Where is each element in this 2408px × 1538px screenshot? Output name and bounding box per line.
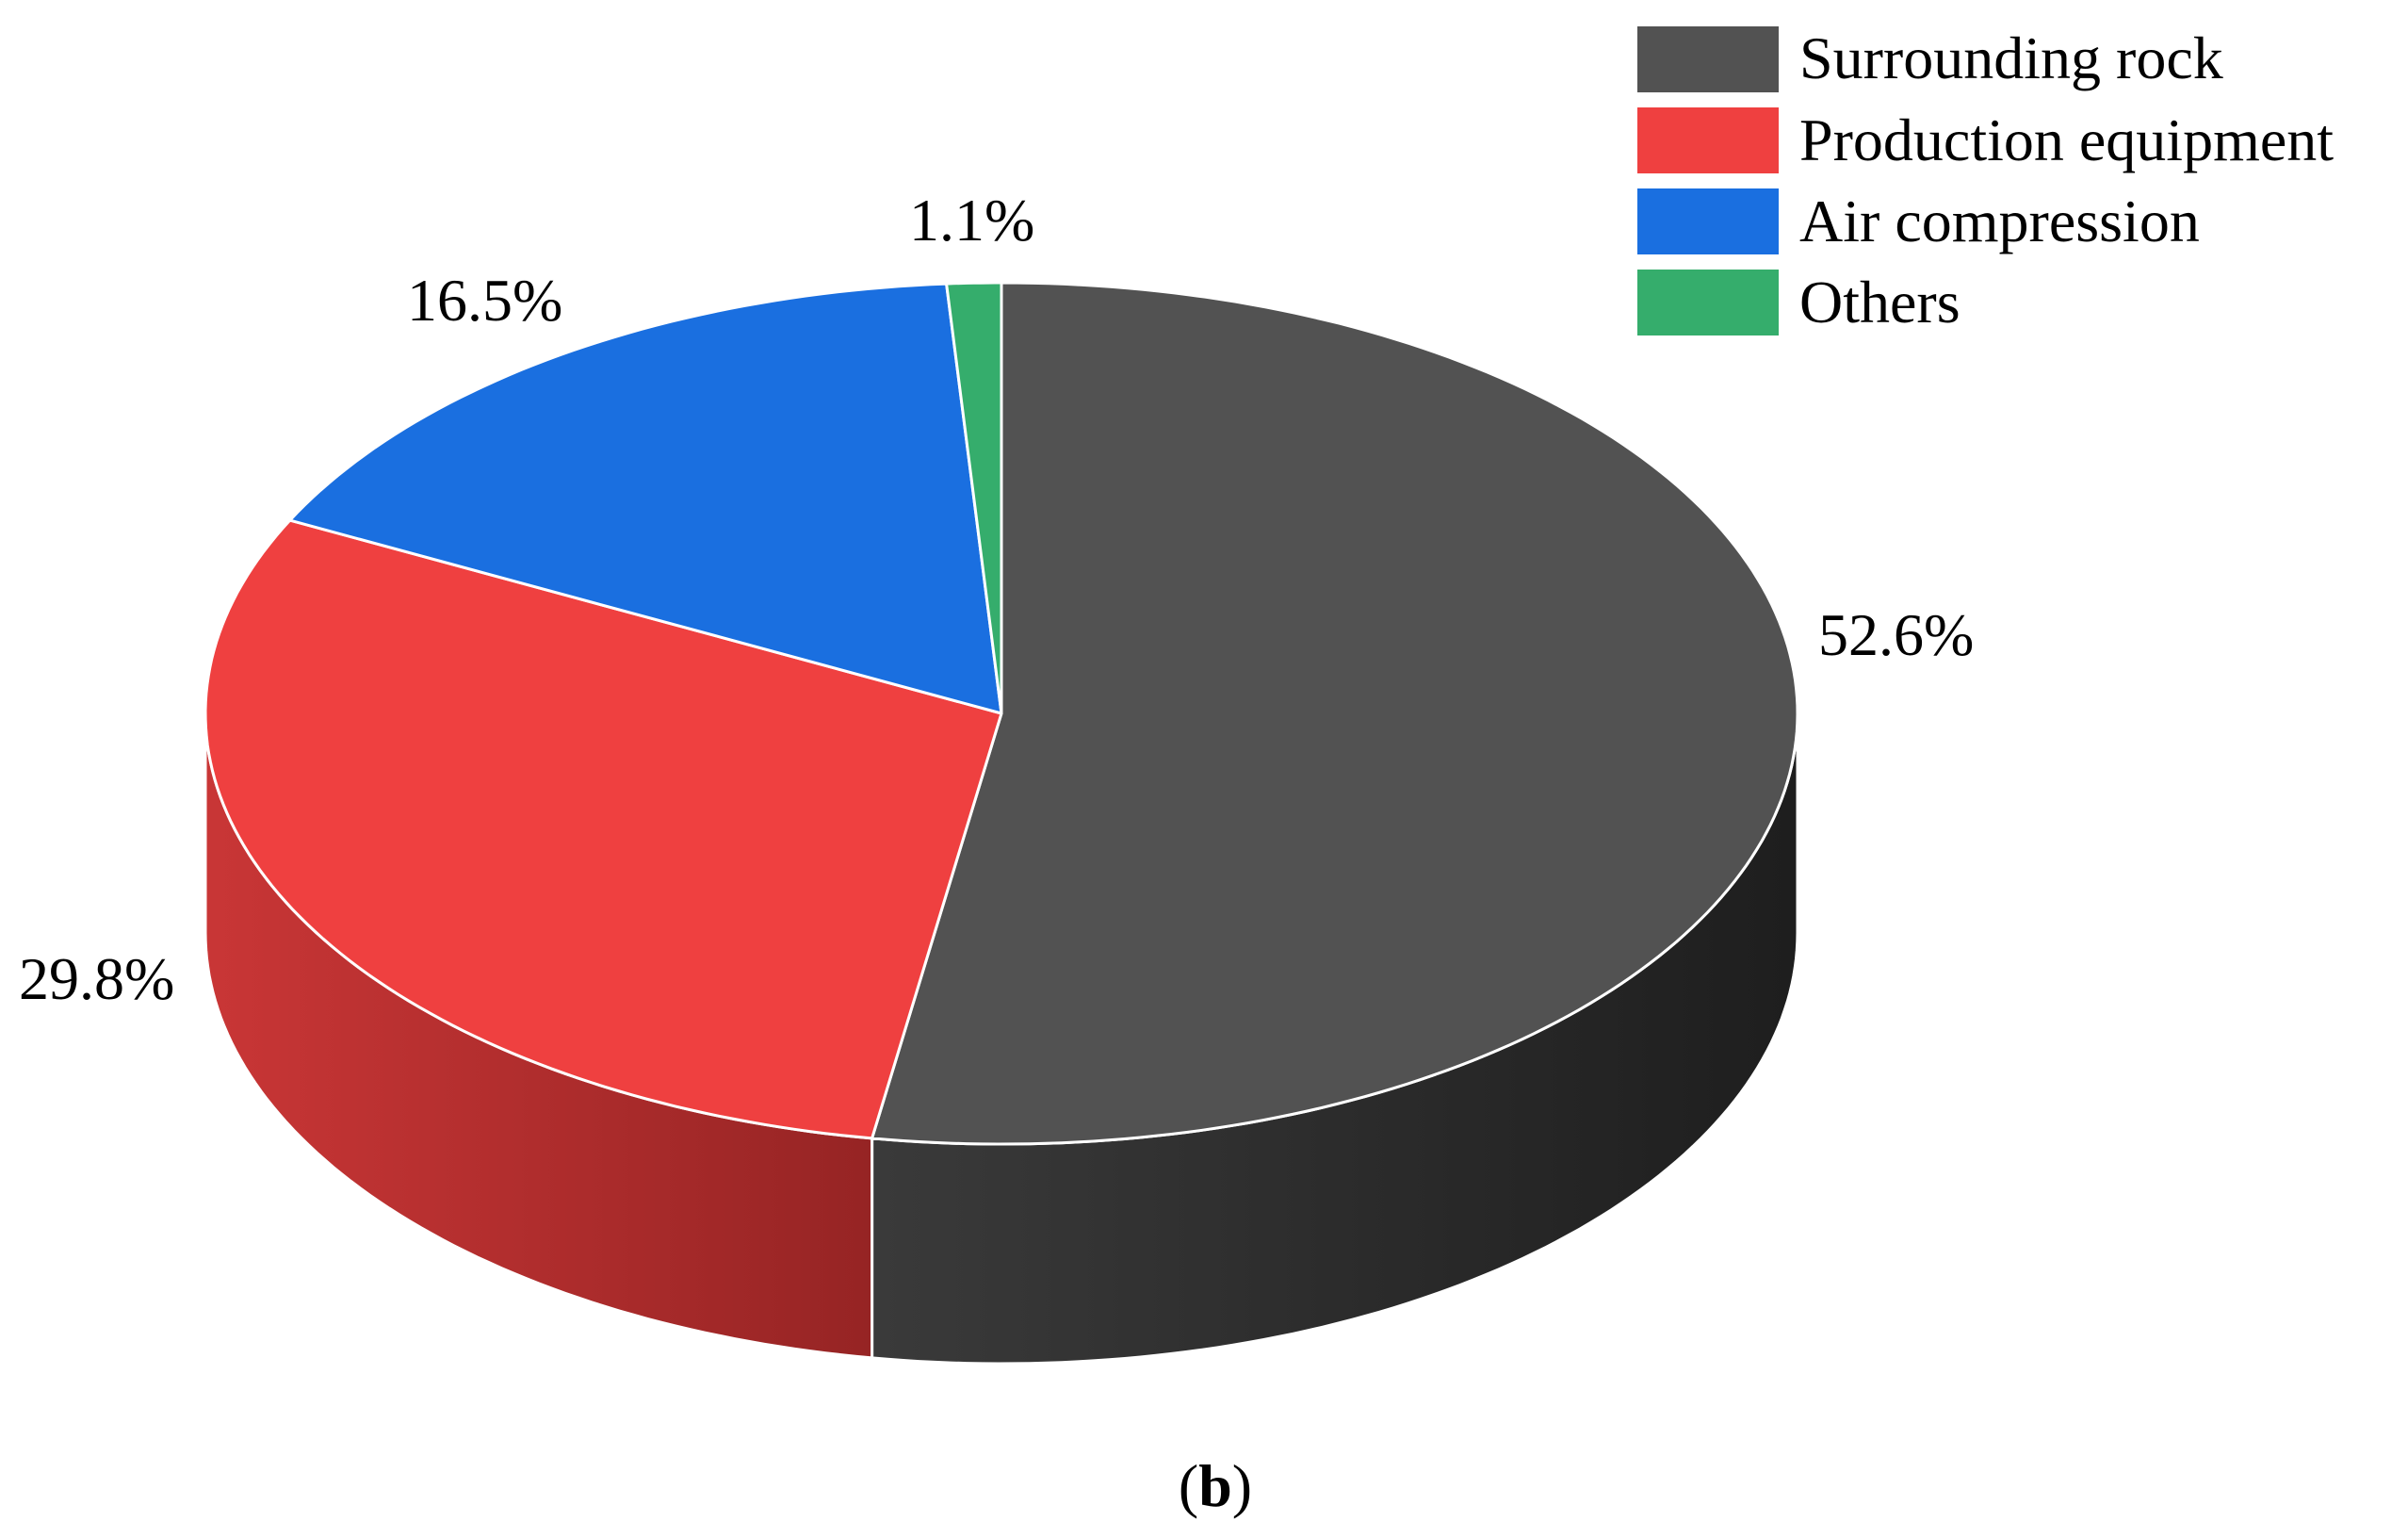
legend-label-others: Others xyxy=(1799,269,1961,335)
caption-open-paren: ( xyxy=(1179,1452,1198,1519)
legend-label-air-compression: Air compression xyxy=(1799,188,2200,254)
legend-swatch-others xyxy=(1637,270,1779,335)
slice-label-production-equipment: 29.8% xyxy=(19,945,174,1012)
slice-label-air-compression: 16.5% xyxy=(407,267,562,334)
pie-tops xyxy=(203,281,1799,1146)
slice-label-surrounding-rock: 52.6% xyxy=(1818,601,1974,668)
legend-label-surrounding-rock: Surrounding rock xyxy=(1799,25,2223,91)
legend: Surrounding rock Production equipment Ai… xyxy=(1637,25,2334,335)
pie-slice-surrounding-rock xyxy=(870,281,1799,1146)
caption-close-paren: ) xyxy=(1232,1452,1252,1519)
legend-swatch-air-compression xyxy=(1637,188,1779,254)
legend-label-production-equipment: Production equipment xyxy=(1799,106,2334,173)
figure-caption: (b) xyxy=(1179,1452,1252,1519)
legend-swatch-surrounding-rock xyxy=(1637,26,1779,92)
caption-letter: b xyxy=(1198,1452,1232,1519)
pie-slice-production-equipment xyxy=(203,518,1003,1140)
pie-slice-others xyxy=(945,281,1003,715)
slice-label-others: 1.1% xyxy=(909,187,1034,254)
legend-swatch-production-equipment xyxy=(1637,107,1779,173)
pie-slice-air-compression xyxy=(288,282,1003,715)
